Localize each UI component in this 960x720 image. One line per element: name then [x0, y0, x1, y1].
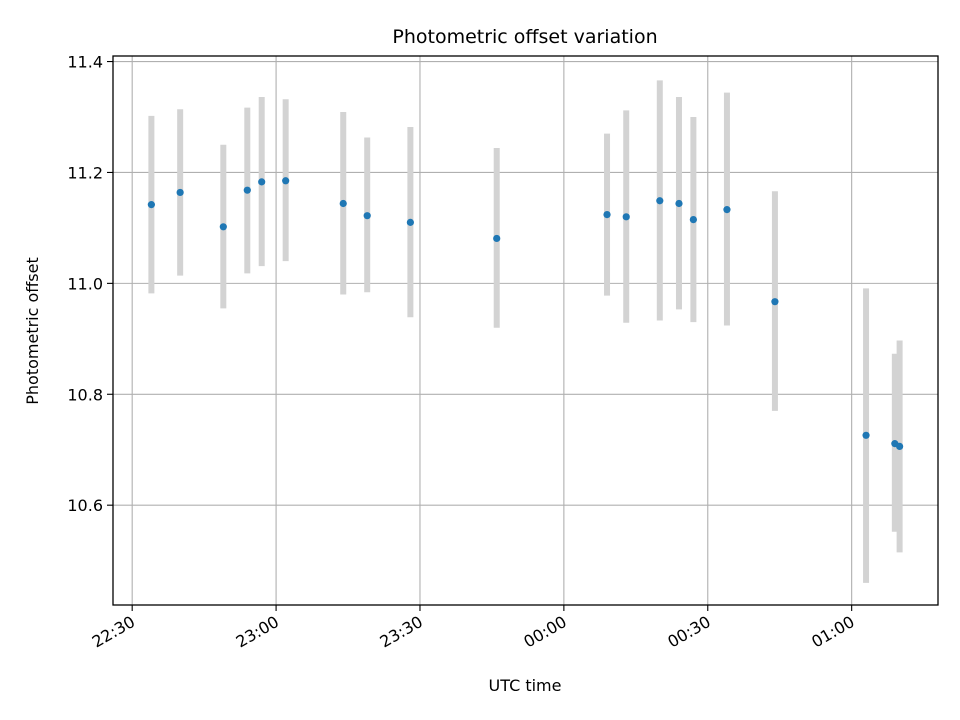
data-point	[771, 298, 779, 306]
data-point	[862, 431, 870, 439]
plot-frame	[112, 55, 939, 606]
data-point	[282, 177, 290, 185]
y-tick-label: 10.8	[67, 385, 103, 404]
data-point	[363, 212, 371, 220]
data-point	[219, 223, 227, 231]
y-axis-label: Photometric offset	[23, 257, 42, 405]
data-points	[147, 177, 904, 450]
y-tick-label: 11.4	[67, 53, 103, 72]
data-point	[406, 218, 414, 226]
data-point	[896, 442, 904, 450]
data-point	[689, 215, 697, 224]
x-axis-label: UTC time	[489, 676, 562, 695]
data-point	[723, 206, 731, 214]
data-point	[176, 188, 184, 197]
data-point	[493, 234, 501, 243]
data-point	[243, 186, 251, 194]
y-tick-label: 11.2	[67, 163, 103, 182]
data-point	[258, 178, 266, 186]
data-point	[339, 199, 347, 208]
chart-title: Photometric offset variation	[392, 26, 657, 48]
y-tick-label: 10.6	[67, 496, 103, 515]
grid	[113, 56, 938, 605]
data-point	[147, 201, 155, 209]
y-tick-label: 11.0	[67, 274, 103, 293]
data-point	[656, 197, 664, 205]
data-point	[622, 213, 630, 221]
data-point	[603, 211, 611, 219]
data-point	[675, 199, 683, 208]
